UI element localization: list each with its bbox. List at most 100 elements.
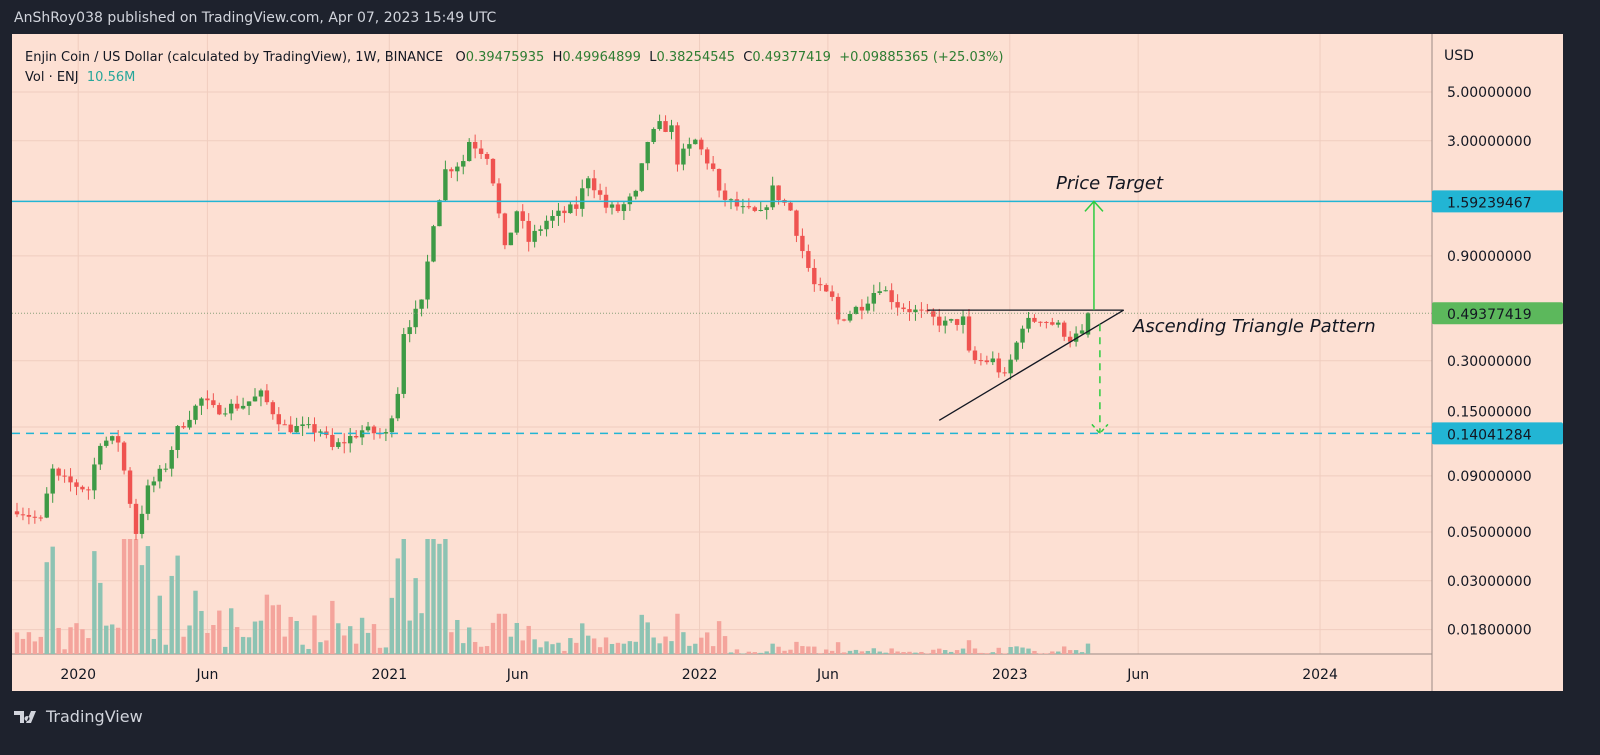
arrow-up-head-icon [1084, 200, 1104, 212]
candle-body [734, 199, 740, 207]
candle-body [306, 424, 311, 426]
tradingview-logo-icon [14, 710, 36, 723]
price-target-label: Price Target [1056, 173, 1164, 194]
candle-body [419, 299, 424, 309]
volume-bar [907, 651, 912, 654]
volume-bar [710, 646, 716, 654]
volume-bar [478, 646, 484, 654]
volume-bar [770, 643, 775, 654]
candle-body [1026, 317, 1031, 329]
candle-body [455, 166, 460, 172]
candle-body [889, 290, 894, 303]
volume-bar [1014, 646, 1019, 654]
candle-body [229, 403, 234, 414]
candle-body [532, 230, 537, 242]
volume-bar [44, 562, 49, 654]
volume-bar [841, 652, 847, 654]
candle-body [1073, 333, 1079, 342]
price-chart[interactable]: 2020 Jun 2021 Jun 2022 Jun 2023 Jun 2024 USD 5.000… [12, 34, 1563, 691]
change-value: +0.09885365 (+25.03%) [839, 50, 1004, 65]
candle-body [365, 426, 371, 431]
candle-body [835, 296, 841, 320]
volume-bar [211, 625, 216, 654]
high-label: H [552, 50, 563, 65]
volume-bar [1038, 653, 1043, 654]
volume-bar [972, 648, 978, 654]
candle-body [1020, 328, 1025, 343]
candle-body [68, 476, 73, 483]
candle-body [151, 481, 157, 486]
candle-body [98, 445, 103, 465]
time-tick-label: Jun [1126, 667, 1149, 683]
volume-bar [996, 647, 1001, 654]
volume-bar [20, 638, 26, 654]
volume-bar [597, 647, 603, 654]
volume-bar [752, 652, 757, 654]
volume-bar [948, 651, 954, 654]
candle-body [657, 121, 662, 129]
volume-bar [806, 646, 811, 654]
candle-body [74, 482, 79, 487]
candle-body [133, 503, 139, 534]
volume-bar [32, 641, 38, 654]
volume-bar [234, 627, 240, 654]
volume-bar [425, 539, 430, 654]
candle-body [234, 403, 240, 409]
volume-bar [86, 638, 91, 654]
candle-body [223, 413, 228, 415]
volume-bar [181, 636, 186, 654]
volume-bar [187, 625, 192, 654]
volume-bar [264, 594, 270, 654]
triangle-support-line [938, 309, 1125, 421]
volume-bar [681, 632, 686, 654]
candle-body [919, 309, 924, 311]
time-tick-label: Jun [816, 667, 839, 683]
candle-body [752, 207, 757, 211]
volume-bar [490, 622, 496, 654]
volume-bar [175, 555, 180, 654]
candle-body [270, 402, 276, 415]
volume-bar [877, 651, 882, 654]
candle-body [586, 178, 591, 189]
candle-body [1038, 321, 1043, 323]
candle-body [853, 306, 859, 314]
candle-body [621, 204, 627, 212]
volume-bar [395, 558, 400, 654]
candle-body [240, 405, 246, 409]
candle-body [395, 393, 400, 419]
candle-body [294, 425, 299, 433]
volume-bar [484, 646, 490, 654]
candle-body [746, 206, 752, 208]
candle-body [806, 251, 811, 268]
footer-brand[interactable]: TradingView [14, 707, 143, 726]
volume-bar [115, 627, 121, 654]
volume-bar [330, 600, 335, 654]
candle-body [211, 400, 216, 406]
volume-bar [461, 643, 466, 654]
candle-body [728, 199, 734, 201]
price-tick-label: 0.90000000 [1447, 249, 1532, 265]
low-label: L [649, 50, 657, 65]
volume-bar [270, 605, 276, 654]
candle-body [163, 468, 168, 470]
candle-body [353, 435, 359, 438]
volume-bar [675, 613, 680, 654]
volume-bar [401, 539, 406, 654]
volume-bar [348, 626, 353, 654]
volume-bar [693, 643, 698, 654]
volume-bar [449, 632, 454, 654]
volume-bar [300, 644, 305, 654]
chart-frame[interactable]: 2020 Jun 2021 Jun 2022 Jun 2023 Jun 2024 USD 5.000… [12, 34, 1563, 691]
candle-body [264, 390, 270, 403]
volume-bar [1026, 648, 1031, 654]
volume-bar [1085, 643, 1091, 654]
volume-bar [276, 604, 281, 654]
volume-bar [574, 642, 579, 654]
candle-body [972, 350, 978, 361]
volume-bar [550, 644, 555, 654]
candle-body [794, 210, 799, 236]
volume-bar [133, 539, 139, 654]
candle-body [288, 424, 293, 433]
volume-bar [371, 624, 377, 654]
volume-bar [282, 636, 287, 654]
